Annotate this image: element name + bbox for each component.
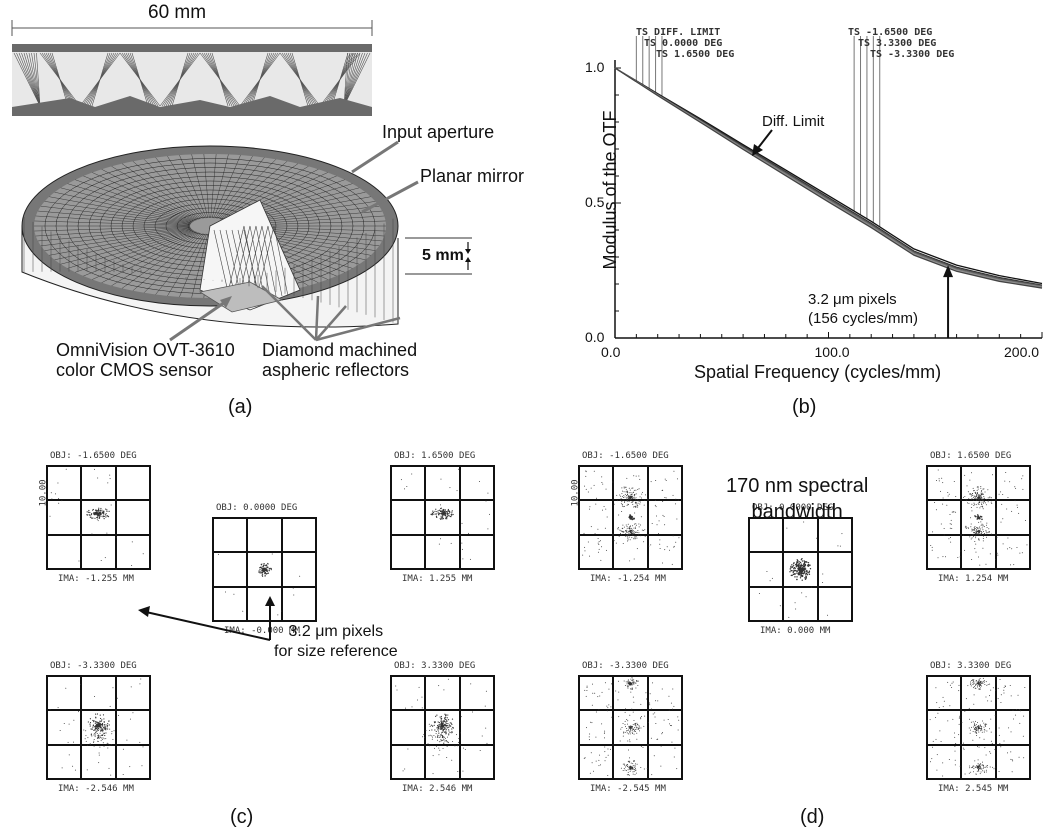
panel-label-b: (b) <box>792 396 817 418</box>
y-axis-label: Modulus of the OTF <box>600 110 620 270</box>
disk-3d <box>21 145 399 328</box>
legend-entry: TS 0.0000 DEG <box>644 38 723 49</box>
spot-grid <box>926 675 1031 780</box>
legend-entry: TS 1.6500 DEG <box>656 49 735 60</box>
legend-entry: TS -1.6500 DEG <box>848 27 933 38</box>
reflectors-label: Diamond machined aspheric reflectors <box>262 340 418 380</box>
spot-ima-label: IMA: -2.546 MM <box>58 784 134 794</box>
y-tick-label: 1.0 <box>585 59 605 75</box>
legend-entry: TS -3.3300 DEG <box>870 49 955 60</box>
spot-obj-label: OBJ: 3.3300 DEG <box>930 661 1012 671</box>
spot-obj-label: OBJ: 0.0000 DEG <box>752 503 834 513</box>
x-tick-label: 0.0 <box>601 344 621 360</box>
otf-chart <box>614 36 1043 339</box>
otf-series-line <box>614 67 1043 289</box>
spot-ima-label: IMA: 1.254 MM <box>938 574 1009 584</box>
dimension-60mm: 60 mm <box>148 2 207 23</box>
spot-grid <box>926 465 1031 570</box>
spot-obj-label: OBJ: 3.3300 DEG <box>394 661 476 671</box>
otf-series-line <box>614 67 1043 287</box>
spot-ima-label: IMA: -1.255 MM <box>58 574 134 584</box>
spot-ima-label: IMA: 0.000 MM <box>760 626 831 636</box>
optics-diagram <box>11 20 472 342</box>
legend-left: TS DIFF. LIMIT TS 0.0000 DEG TS 1.6500 D… <box>636 27 734 60</box>
spot-grid <box>390 465 495 570</box>
diff-limit-arrow-head <box>752 144 763 156</box>
otf-series-line <box>614 67 1043 289</box>
spot-ima-label: IMA: -1.254 MM <box>590 574 666 584</box>
sensor-label: OmniVision OVT-3610 color CMOS sensor <box>56 340 235 380</box>
panel-label-c: (c) <box>230 806 254 828</box>
spot-obj-label: OBJ: -1.6500 DEG <box>582 451 669 461</box>
spot-obj-label: OBJ: -3.3300 DEG <box>50 661 137 671</box>
diff-limit-annotation: Diff. Limit <box>762 113 825 130</box>
spot-grid <box>212 517 317 622</box>
spot-ima-label: IMA: -2.545 MM <box>590 784 666 794</box>
pixels-reference-annotation: 3.2 μm pixels for size reference <box>274 623 398 660</box>
otf-series-line <box>614 67 1043 286</box>
spot-grid <box>46 675 151 780</box>
y-tick-label: 0.5 <box>585 194 605 210</box>
spot-ima-label: IMA: 2.546 MM <box>402 784 473 794</box>
scale-label-d: 10.00 <box>570 479 581 507</box>
y-tick-label: 0.0 <box>585 329 605 345</box>
spot-obj-label: OBJ: 0.0000 DEG <box>216 503 298 513</box>
spot-ima-label: IMA: 1.255 MM <box>402 574 473 584</box>
spot-grid <box>578 675 683 780</box>
spot-obj-label: OBJ: -1.6500 DEG <box>50 451 137 461</box>
spot-obj-label: OBJ: 1.6500 DEG <box>394 451 476 461</box>
input-aperture-label: Input aperture <box>382 122 495 142</box>
pixel-limit-annotation: 3.2 μm pixels (156 cycles/mm) <box>808 291 919 327</box>
legend-entry: TS 3.3300 DEG <box>858 38 937 49</box>
pixel-limit-arrow-head <box>943 265 954 278</box>
spot-obj-label: OBJ: -3.3300 DEG <box>582 661 669 671</box>
x-tick-label: 200.0 <box>1004 344 1040 360</box>
panel-label-a: (a) <box>228 396 253 418</box>
spot-grid <box>748 517 853 622</box>
spot-obj-label: OBJ: 1.6500 DEG <box>930 451 1012 461</box>
planar-mirror-label: Planar mirror <box>420 166 525 186</box>
legend-right: TS -1.6500 DEG TS 3.3300 DEG TS -3.3300 … <box>848 27 954 60</box>
legend-entry: TS DIFF. LIMIT <box>636 27 721 38</box>
bandwidth-annotation: 170 nm spectral bandwidth <box>726 475 869 523</box>
panel-label-d: (d) <box>800 806 825 828</box>
scale-label-c: 10.00 <box>38 479 49 507</box>
x-axis-label: Spatial Frequency (cycles/mm) <box>694 362 942 382</box>
arrow-head-left <box>138 606 150 617</box>
otf-series-line <box>614 67 1043 288</box>
x-tick-label: 100.0 <box>814 344 850 360</box>
diff-limit-arrow <box>757 129 773 149</box>
dimension-5mm: 5 mm <box>422 247 464 264</box>
spot-grid <box>578 465 683 570</box>
spot-ima-label: IMA: 2.545 MM <box>938 784 1009 794</box>
spot-grid <box>390 675 495 780</box>
spot-grid <box>46 465 151 570</box>
otf-series-line <box>614 67 1043 285</box>
